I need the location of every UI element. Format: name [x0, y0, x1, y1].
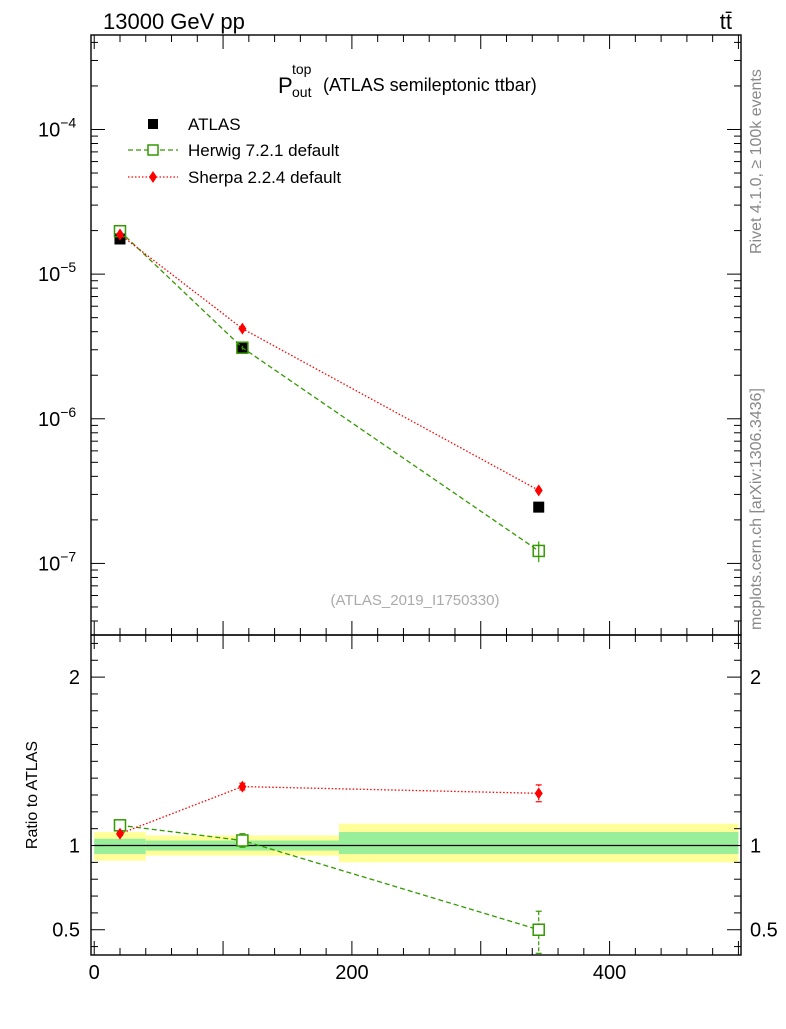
sherpa-ratio-point — [238, 780, 247, 793]
x-tick-label: 200 — [335, 962, 368, 984]
sherpa-point — [115, 228, 124, 241]
ratio-y-tick-label-right: 0.5 — [750, 920, 778, 942]
legend-herwig-marker — [147, 144, 159, 156]
main-y-tick-label: 10−4 — [38, 114, 76, 141]
ratio-panel: 0.5 0.5 1 1 2 2 Ratio to ATLAS — [24, 634, 778, 956]
herwig-ratio-point — [532, 923, 545, 936]
herwig-line — [119, 230, 540, 552]
legend-entry-herwig: Herwig 7.2.1 default — [128, 141, 339, 160]
header-process-label: tt̄ — [720, 9, 732, 34]
atlas-point — [533, 501, 545, 513]
main-axis-ticks: 10−4 10−5 10−6 10−7 — [38, 41, 741, 622]
herwig-ratio-point — [236, 834, 249, 847]
sherpa-line — [119, 233, 540, 491]
ratio-band-inner — [339, 832, 739, 854]
herwig-point — [236, 341, 249, 354]
ratio-y-tick-label-left: 2 — [69, 667, 80, 689]
plot-title: P top out (ATLAS semileptonic ttbar) — [278, 61, 537, 100]
mcplots-label: mcplots.cern.ch [arXiv:1306.3436] — [748, 388, 765, 630]
sherpa-point — [534, 484, 543, 497]
main-y-tick-label: 10−5 — [38, 259, 76, 286]
header-energy-label: 13000 GeV pp — [103, 9, 245, 34]
title-description: (ATLAS semileptonic ttbar) — [323, 75, 537, 95]
x-tick-label: 400 — [593, 962, 626, 984]
ratio-axis-ticks: 0.5 0.5 1 1 2 2 — [52, 642, 778, 948]
title-subscript: out — [292, 84, 312, 100]
rivet-version-label: Rivet 4.1.0, ≥ 100k events — [748, 69, 765, 254]
x-axis-ticks: 0 200 400 — [89, 35, 739, 984]
main-y-tick-label: 10−6 — [38, 404, 76, 431]
main-series-group — [113, 224, 545, 563]
ratio-uncertainty-bands — [94, 823, 739, 863]
ratio-panel-frame — [90, 634, 742, 956]
sherpa-point — [238, 322, 247, 335]
main-panel: 10−4 10−5 10−6 10−7 P top out (ATLAS semile… — [38, 34, 742, 636]
main-y-tick-label: 10−7 — [38, 548, 76, 575]
legend-sherpa-label: Sherpa 2.2.4 default — [188, 168, 341, 187]
legend-atlas-marker — [148, 119, 158, 129]
legend-herwig-label: Herwig 7.2.1 default — [188, 141, 339, 160]
legend-sherpa-marker — [149, 171, 157, 183]
ratio-band-inner — [94, 838, 146, 854]
analysis-watermark: (ATLAS_2019_I1750330) — [330, 592, 499, 609]
ratio-y-tick-label-left: 0.5 — [52, 920, 80, 942]
herwig-point — [532, 544, 545, 558]
title-superscript: top — [292, 61, 312, 77]
ratio-y-tick-label-right: 2 — [750, 667, 761, 689]
ratio-y-tick-label-left: 1 — [69, 836, 80, 858]
ratio-y-tick-label-right: 1 — [750, 836, 761, 858]
legend-entry-atlas: ATLAS — [148, 115, 241, 134]
legend: ATLAS Herwig 7.2.1 default Sherpa 2.2.4 … — [128, 115, 341, 187]
sherpa-ratio-point — [534, 787, 543, 800]
sherpa-ratio-point — [115, 827, 124, 840]
ratio-series-group — [113, 780, 545, 954]
ratio-ylabel: Ratio to ATLAS — [24, 741, 41, 849]
x-tick-label: 0 — [89, 962, 100, 984]
title-main: P — [278, 73, 293, 98]
legend-atlas-label: ATLAS — [188, 115, 241, 134]
legend-entry-sherpa: Sherpa 2.2.4 default — [128, 168, 341, 187]
